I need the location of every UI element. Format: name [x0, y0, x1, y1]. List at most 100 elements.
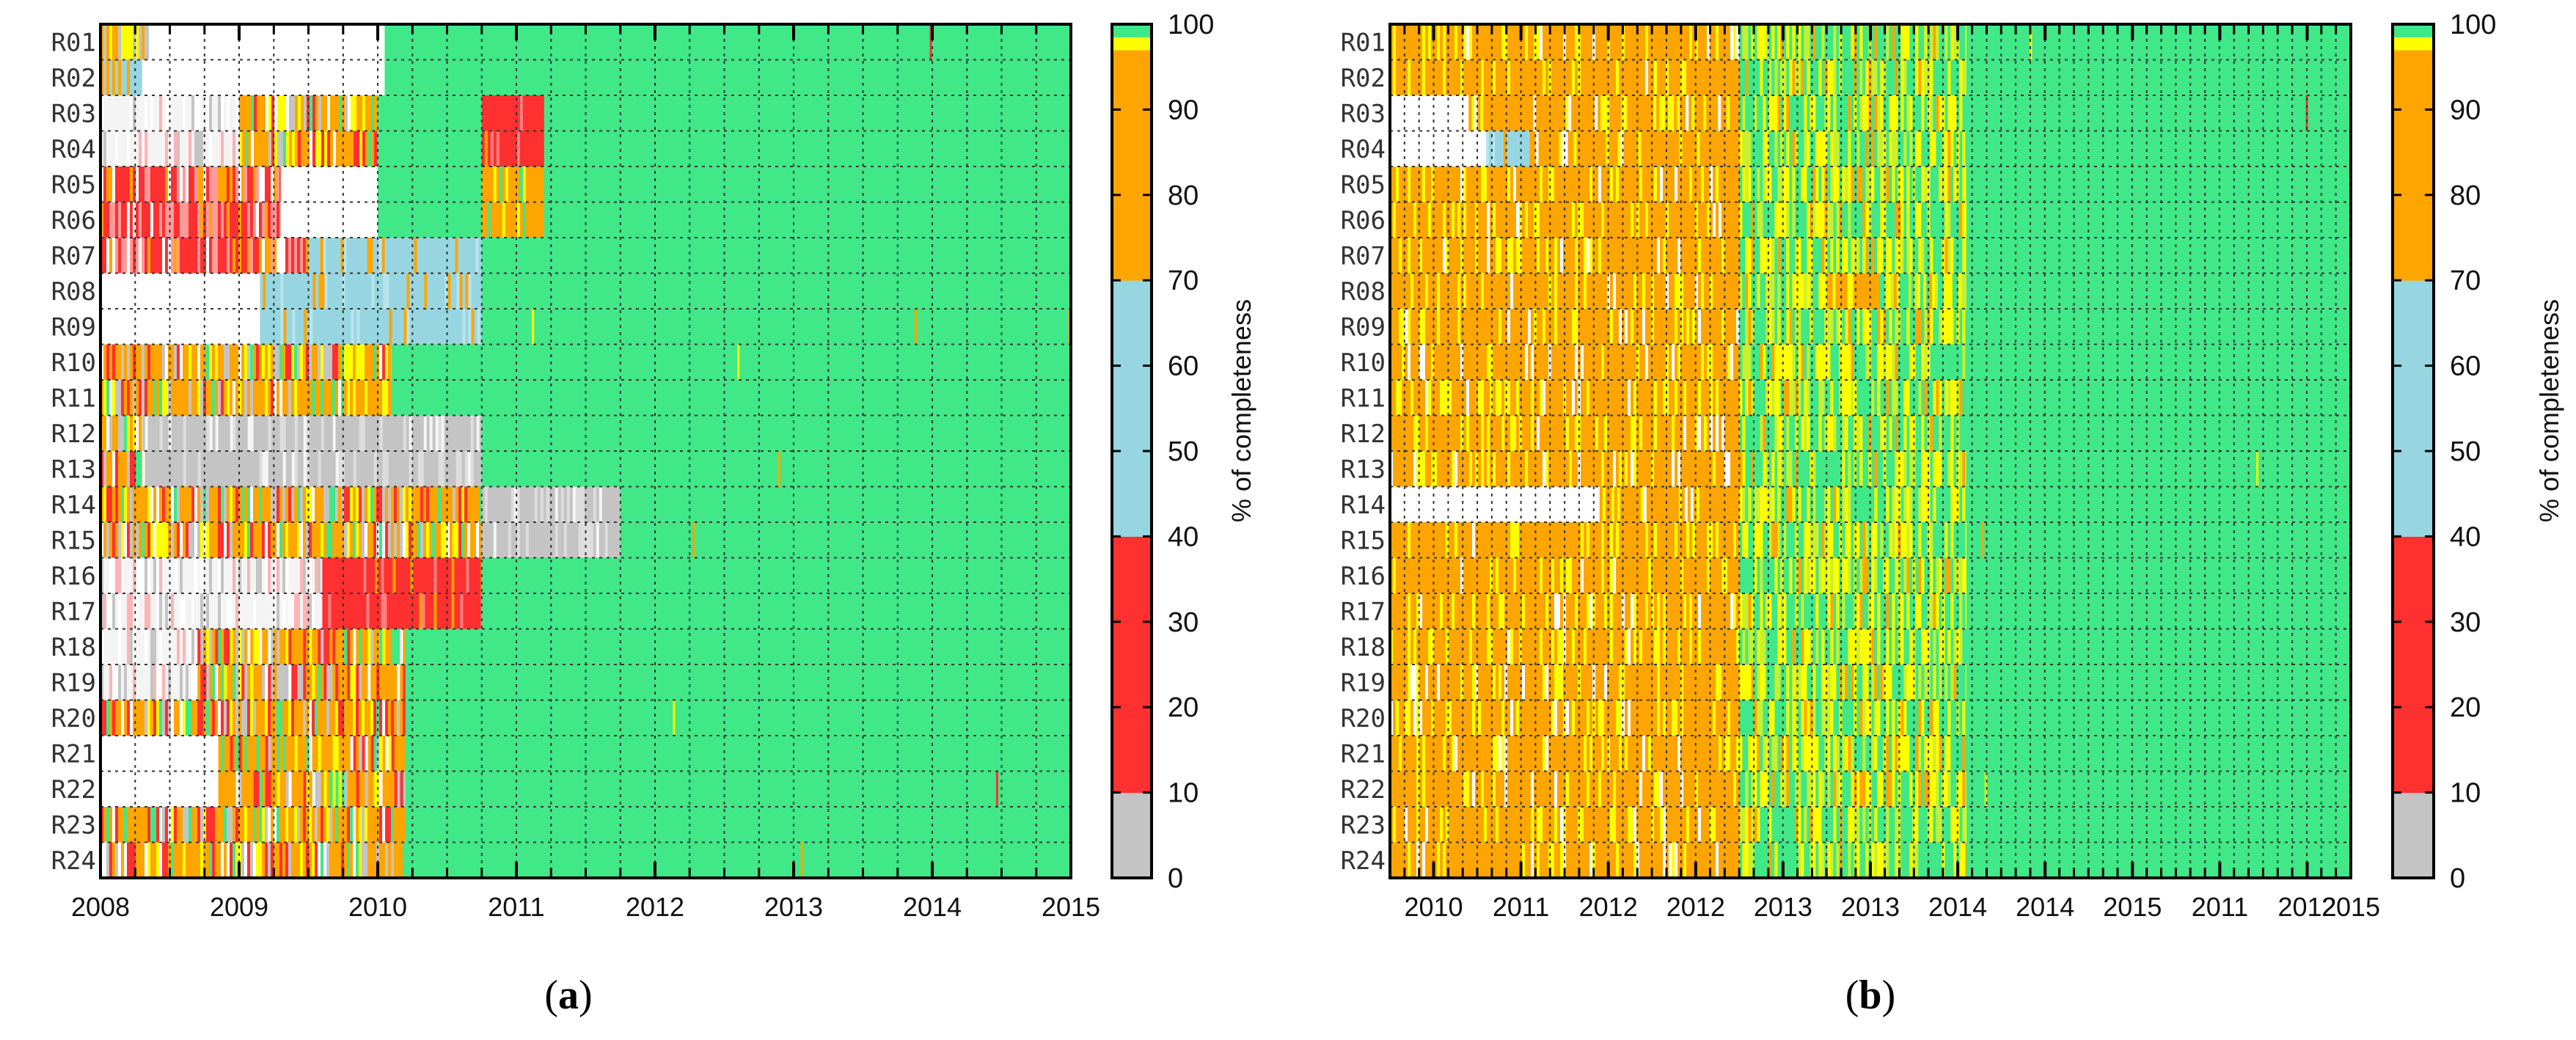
heat-cell [528, 131, 533, 167]
heat-cell [256, 238, 260, 274]
heat-cell [549, 486, 553, 523]
heat-cell [435, 451, 439, 487]
heat-cell [1645, 344, 1649, 381]
heat-cell [136, 522, 139, 558]
heat-cell [1695, 309, 1699, 345]
heat-cell [1921, 238, 1925, 274]
heat-cell [241, 59, 246, 96]
heat-cell [1516, 166, 1520, 202]
heat-cell [212, 842, 216, 879]
heat-cell [115, 842, 119, 879]
heat-cell [1748, 202, 1752, 238]
heat-cell [1501, 131, 1504, 167]
heat-cell [153, 344, 157, 381]
heat-cell [343, 24, 346, 60]
heat-cell [356, 771, 359, 808]
heat-cell [1874, 309, 1878, 345]
heat-cell [180, 522, 183, 558]
heat-cell [142, 95, 145, 131]
heat-cell [103, 451, 107, 487]
heat-cell [100, 486, 104, 523]
heat-cell [484, 202, 489, 238]
heat-cell [186, 131, 189, 167]
heat-cell [221, 59, 225, 96]
heat-cell [414, 451, 419, 487]
heat-cell [294, 629, 298, 665]
heat-cell [253, 807, 257, 843]
heat-cell [1587, 344, 1590, 381]
heat-cell [487, 522, 491, 558]
heat-cell [1584, 24, 1587, 60]
heat-cell [540, 95, 544, 131]
heat-cell [177, 771, 180, 808]
heat-cell [109, 344, 113, 381]
heat-cell [130, 486, 133, 523]
heat-cell [367, 344, 371, 381]
heat-cell [1807, 238, 1810, 274]
heat-cell [453, 522, 456, 558]
heat-cell [244, 202, 248, 238]
heat-cell [1628, 309, 1631, 345]
heat-cell [212, 700, 216, 736]
heat-cell [409, 486, 412, 523]
heat-cell [394, 522, 398, 558]
heat-cell [112, 486, 116, 523]
heat-cell [363, 593, 367, 629]
heat-cell [306, 522, 310, 558]
heat-cell [1909, 24, 1913, 60]
heat-cell [350, 522, 354, 558]
heat-cell [356, 664, 359, 700]
heat-cell [288, 593, 292, 629]
heat-cell [1507, 95, 1510, 131]
heat-cell [1449, 238, 1452, 274]
heat-cell [224, 629, 227, 665]
heat-cell [1648, 344, 1652, 381]
heat-cell [277, 664, 280, 700]
heat-cell [256, 771, 260, 808]
heat-cell [221, 486, 224, 523]
heat-cell [189, 700, 192, 736]
heat-cell [537, 131, 541, 167]
heat-cell [1645, 238, 1649, 274]
heat-cell [1936, 59, 1939, 96]
heat-cell [1675, 24, 1678, 60]
heat-cell [189, 415, 193, 452]
heat-cell [235, 736, 239, 772]
heat-cell [209, 202, 213, 238]
heat-cell [578, 486, 582, 523]
heat-cell [1609, 131, 1612, 167]
heat-cell [432, 451, 436, 487]
heat-cell [194, 273, 198, 310]
heat-cell [312, 131, 316, 167]
heat-cell [379, 380, 383, 416]
heat-cell [168, 415, 172, 452]
heat-cell [1798, 59, 1801, 96]
heat-cell [502, 95, 506, 131]
heat-cell [347, 344, 351, 381]
heat-cell [484, 522, 489, 558]
heat-cell [557, 486, 562, 523]
heat-cell [365, 486, 368, 523]
heat-cell [118, 522, 122, 558]
heat-cell [1616, 309, 1620, 345]
heat-cell [294, 807, 298, 843]
heat-cell [306, 807, 310, 843]
colorbar-tick-label: 10 [1168, 778, 1199, 809]
heat-cell [353, 700, 356, 736]
heat-cell [139, 522, 142, 558]
heat-cell [271, 593, 274, 629]
heat-cell [1915, 59, 1919, 96]
heat-cell [370, 700, 374, 736]
heat-cell [139, 664, 142, 700]
heat-cell [1463, 24, 1467, 60]
row-label: R08 [51, 277, 96, 307]
heat-cell [362, 451, 366, 487]
heat-cell [525, 486, 530, 523]
heat-cell [1601, 166, 1605, 202]
heat-cell [1653, 131, 1656, 167]
heat-cell [144, 309, 148, 345]
heat-cell [112, 700, 116, 736]
heat-cell [1896, 273, 1900, 310]
heat-cell [200, 557, 204, 594]
